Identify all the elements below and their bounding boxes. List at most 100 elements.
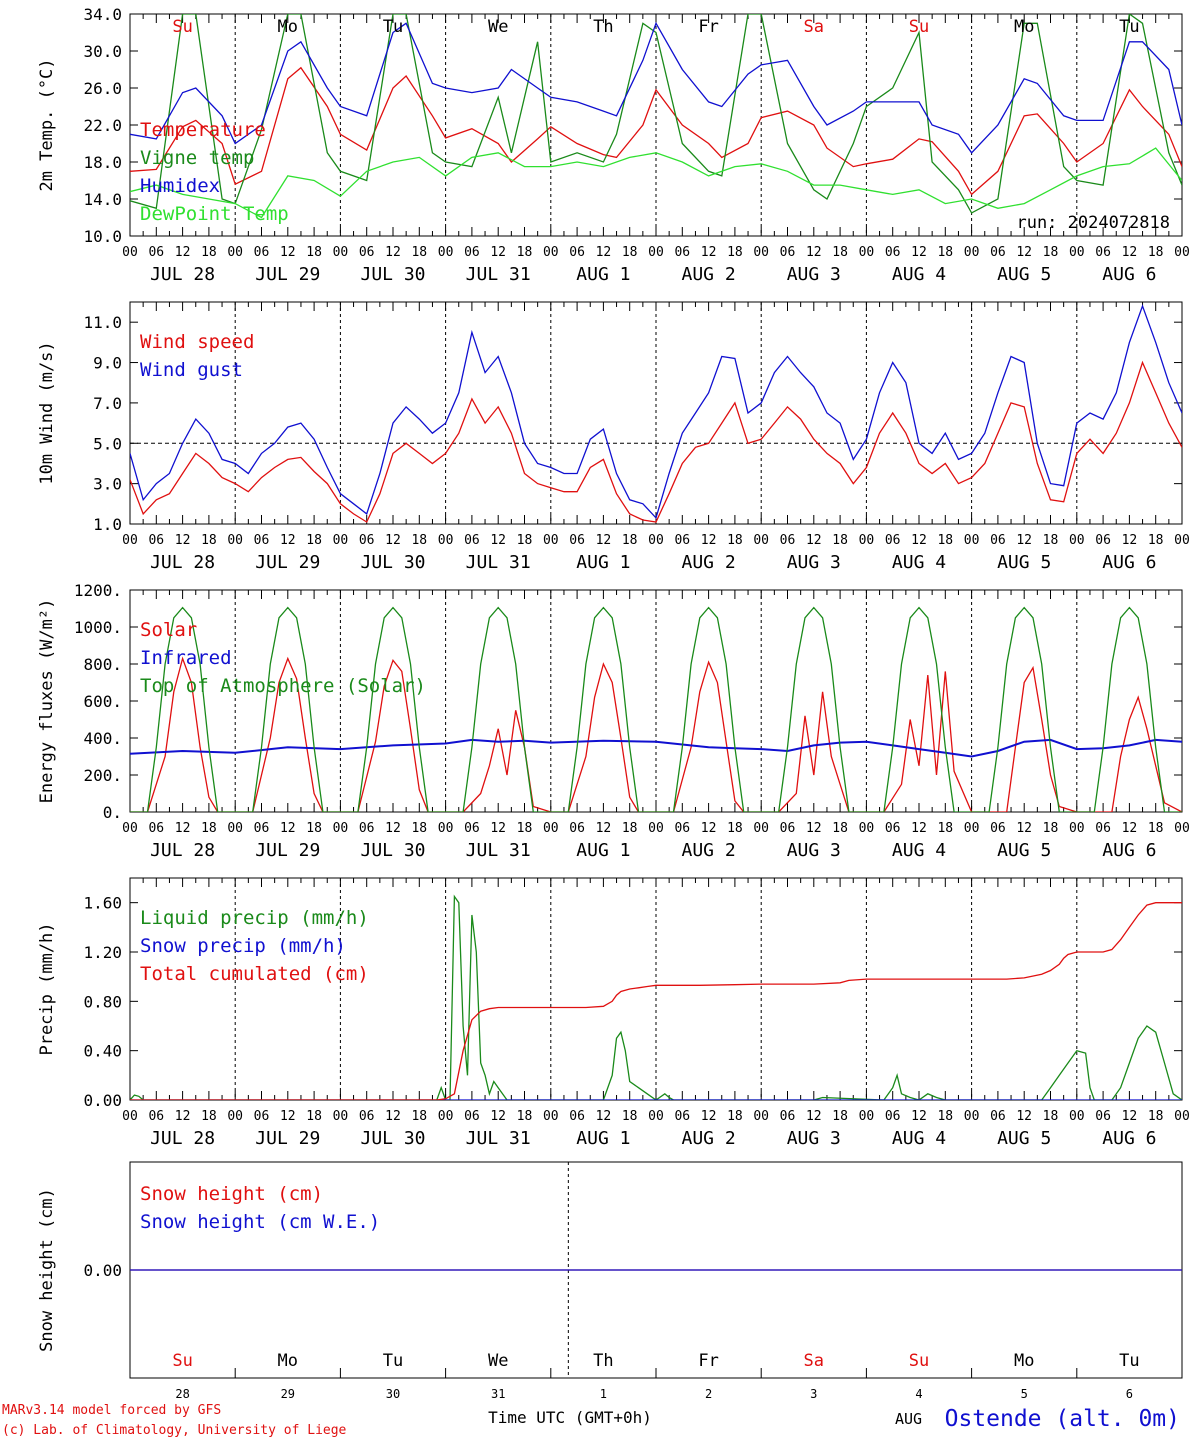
hour-tick-label: 00 [859,1109,875,1124]
hour-tick-label: 00 [964,1109,980,1124]
day-abbr-bottom: Tu [383,1351,403,1371]
hour-tick-label: 12 [1016,821,1032,836]
hour-tick-label: 06 [780,821,796,836]
legend-entry: DewPoint Temp [140,203,289,225]
hour-tick-label: 12 [1122,533,1138,548]
hour-tick-label: 06 [885,1109,901,1124]
day-abbr-top: We [488,17,508,37]
date-label: AUG 3 [787,1128,841,1149]
credit-line-1: MARv3.14 model forced by GFS [2,1403,221,1418]
date-number: 6 [1126,1387,1133,1401]
date-label: AUG 1 [576,840,630,861]
hour-tick-label: 06 [254,245,270,260]
hour-tick-label: 12 [175,1109,191,1124]
y-tick-label: 600. [83,692,122,711]
date-label: AUG 3 [787,552,841,573]
hour-tick-label: 00 [648,821,664,836]
day-abbr-bottom: Tu [1119,1351,1139,1371]
hour-tick-label: 18 [306,821,322,836]
hour-tick-label: 00 [333,1109,349,1124]
hour-tick-label: 18 [1043,821,1059,836]
date-label: JUL 28 [150,840,215,861]
hour-tick-label: 12 [490,821,506,836]
hour-tick-label: 00 [648,1109,664,1124]
day-abbr-bottom: We [488,1351,508,1371]
hour-tick-label: 12 [385,821,401,836]
legend-entry: Humidex [140,175,220,197]
hour-tick-label: 18 [517,821,533,836]
hour-tick-label: 06 [464,245,480,260]
hour-tick-label: 18 [727,533,743,548]
date-label: AUG 2 [682,840,736,861]
date-label: JUL 31 [466,840,531,861]
hour-tick-label: 00 [227,1109,243,1124]
hour-tick-label: 18 [201,245,217,260]
date-number: 29 [281,1387,295,1401]
hour-tick-label: 18 [832,821,848,836]
series-liquid-precip-mm-h- [130,894,1182,1100]
date-number: 4 [915,1387,922,1401]
series-dewpoint-temp [130,147,1182,219]
hour-tick-label: 12 [385,533,401,548]
hour-tick-label: 00 [1069,1109,1085,1124]
hour-tick-label: 06 [148,245,164,260]
day-abbr-top: Mo [1014,17,1034,37]
hour-tick-label: 00 [859,533,875,548]
hour-tick-label: 06 [1095,533,1111,548]
hour-tick-label: 12 [280,1109,296,1124]
hour-tick-label: 18 [306,533,322,548]
hour-tick-label: 18 [517,1109,533,1124]
legend-entry: Vigne temp [140,147,254,169]
hour-tick-label: 06 [885,821,901,836]
hour-tick-label: 18 [411,821,427,836]
hour-tick-label: 18 [306,1109,322,1124]
legend-entry: Snow height (cm) [140,1183,323,1205]
y-tick-label: 11.0 [83,313,122,332]
panel-temperature: 10.0 14.0 18.0 22.0 26.0 30.0 34.0 00 06 12 18 JUL … [37,5,1190,285]
hour-tick-label: 06 [359,1109,375,1124]
date-label: JUL 29 [255,552,320,573]
hour-tick-label: 18 [937,245,953,260]
hour-tick-label: 12 [490,533,506,548]
hour-tick-label: 06 [148,821,164,836]
date-label: JUL 29 [255,1128,320,1149]
hour-tick-label: 12 [701,245,717,260]
hour-tick-label: 18 [937,1109,953,1124]
hour-tick-label: 00 [648,533,664,548]
date-label: JUL 31 [466,264,531,285]
hour-tick-label: 12 [701,821,717,836]
hour-tick-label: 18 [1043,1109,1059,1124]
day-abbr-top: Mo [278,17,298,37]
day-abbr-top: Su [909,17,929,37]
hour-tick-label: 06 [254,1109,270,1124]
date-label: AUG 4 [892,264,946,285]
day-abbr-top: Tu [1119,17,1139,37]
date-label: JUL 31 [466,552,531,573]
hour-tick-label: 18 [201,533,217,548]
hour-tick-label: 06 [674,821,690,836]
day-abbr-bottom: Su [172,1351,192,1371]
date-number: 30 [386,1387,400,1401]
hour-tick-label: 00 [438,245,454,260]
y-tick-label: 0.80 [83,992,122,1011]
hour-tick-label: 00 [753,1109,769,1124]
date-label: AUG 6 [1102,840,1156,861]
legend-entry: Top of Atmosphere (Solar) [140,675,426,697]
hour-tick-label: 12 [385,245,401,260]
hour-tick-label: 00 [1174,533,1190,548]
date-label: AUG 5 [997,552,1051,573]
month-label: AUG [895,1410,922,1428]
y-tick-label: 0.00 [83,1091,122,1110]
hour-tick-label: 12 [1122,821,1138,836]
date-label: JUL 30 [360,264,425,285]
hour-tick-label: 18 [1148,1109,1164,1124]
date-number: 28 [175,1387,189,1401]
hour-tick-label: 06 [464,1109,480,1124]
hour-tick-label: 06 [780,1109,796,1124]
y-tick-label: 0. [103,803,122,822]
date-number: 5 [1021,1387,1028,1401]
hour-tick-label: 06 [359,533,375,548]
panel-energy: 0. 200. 400. 600. 800. 1000. 1200. 00 06 12 18 JUL … [37,581,1190,861]
hour-tick-label: 12 [1122,1109,1138,1124]
